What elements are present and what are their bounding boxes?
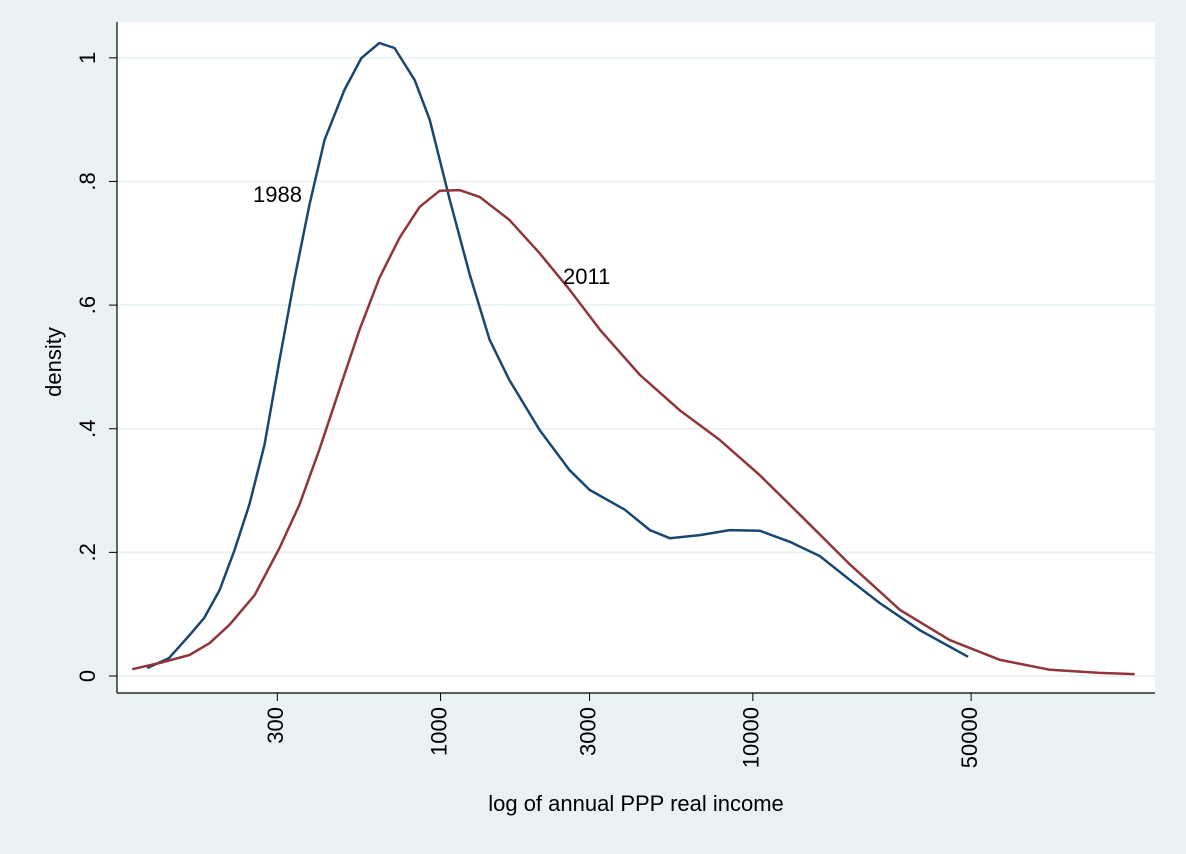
y-axis-title: density (41, 327, 66, 397)
annotation: 1988 (253, 182, 302, 207)
density-line (146, 41, 969, 670)
y-tick-label: .4 (75, 420, 100, 438)
y-tick-label: .2 (75, 543, 100, 561)
x-tick-label: 1000 (426, 707, 451, 756)
lines (132, 41, 1135, 676)
x-tick-label: 50000 (957, 707, 982, 768)
y-tick-label: 0 (75, 670, 100, 682)
x-tick-label: 10000 (739, 707, 764, 768)
y-tick-label: .8 (75, 172, 100, 190)
density-line (132, 188, 1135, 676)
x-axis-title: log of annual PPP real income (488, 791, 784, 816)
x-tick-label: 300 (263, 707, 288, 744)
annotation: 2011 (563, 264, 610, 289)
plot-area (117, 22, 1155, 693)
y-tick-label: .6 (75, 296, 100, 314)
x-tick-label: 3000 (575, 707, 600, 756)
y-tick-label: 1 (75, 52, 100, 64)
